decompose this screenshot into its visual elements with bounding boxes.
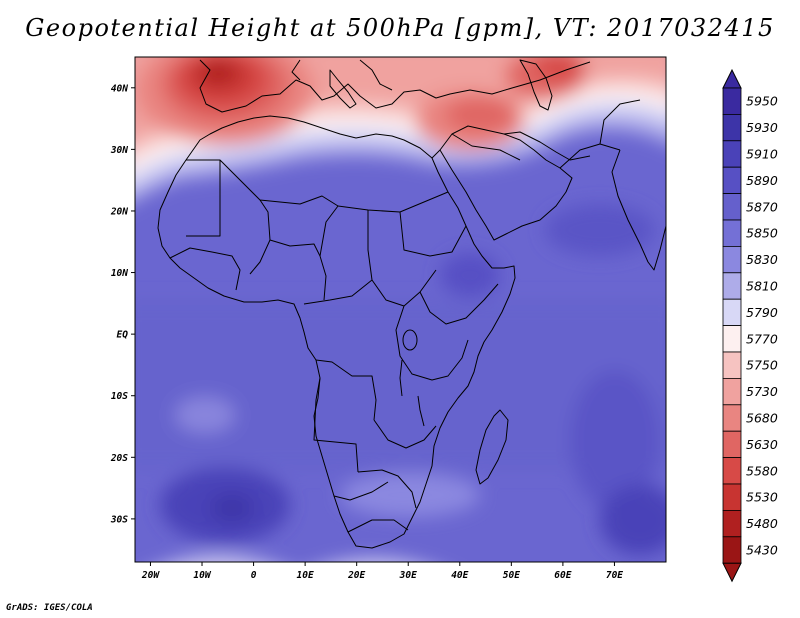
y-axis: 40N 30N 20N 10N EQ 10S 20S 30S xyxy=(110,83,135,525)
x-tick-label: 30E xyxy=(399,570,417,581)
colorbar-swatch xyxy=(722,351,742,379)
y-tick-label: 30S xyxy=(110,514,128,525)
x-tick-label: 20E xyxy=(347,570,365,581)
colorbar-swatch xyxy=(722,377,742,406)
colorbar-level-label: 5770 xyxy=(746,331,778,346)
y-tick-label: 30N xyxy=(110,145,128,156)
colorbar-swatch xyxy=(722,166,742,194)
field-light-patch-atlantic xyxy=(175,397,235,433)
x-axis: 20W 10W 0 10E 20E 30E 40E 50E 60E 70E xyxy=(141,562,623,581)
colorbar-swatch xyxy=(722,140,742,168)
colorbar-level-label: 5730 xyxy=(746,384,778,399)
colorbar-level-label: 5930 xyxy=(746,120,778,135)
grads-credit: GrADS: IGES/COLA xyxy=(6,603,93,613)
x-tick-label: 0 xyxy=(251,570,257,581)
colorbar-level-label: 5480 xyxy=(746,516,778,531)
colorbar-level-label: 5830 xyxy=(746,252,778,267)
colorbar-swatch xyxy=(722,509,742,538)
colorbar-level-label: 5850 xyxy=(746,226,778,241)
x-tick-label: 40E xyxy=(451,570,468,581)
y-tick-label: 20N xyxy=(110,206,128,217)
x-tick-label: 20W xyxy=(141,570,160,581)
colorbar-level-label: 5630 xyxy=(746,437,778,452)
colorbar-swatch xyxy=(722,298,742,327)
colorbar-swatch xyxy=(722,245,742,274)
italy-coastline xyxy=(329,69,357,109)
colorbar-level-label: 5530 xyxy=(746,490,778,505)
colorbar: 5950 5930 5910 5890 5870 5850 5830 5810 5790 5770… xyxy=(722,68,778,583)
height-field xyxy=(135,57,666,562)
europe-coastline xyxy=(199,59,591,113)
colorbar-level-label: 5680 xyxy=(746,411,778,426)
colorbar-swatch xyxy=(722,325,742,353)
boundaries xyxy=(157,59,666,549)
y-tick-label: EQ xyxy=(117,330,129,341)
map-frame xyxy=(134,56,667,563)
colorbar-level-label: 5910 xyxy=(746,147,778,162)
x-tick-label: 50E xyxy=(503,570,520,581)
colorbar-bottom-arrow xyxy=(722,562,742,583)
africa-coastline xyxy=(157,115,516,549)
colorbar-level-label: 5810 xyxy=(746,279,778,294)
arabia-coastline xyxy=(439,125,573,241)
chart-title: Geopotential Height at 500hPa [gpm], VT:… xyxy=(25,14,775,42)
colorbar-level-label: 5890 xyxy=(746,173,778,188)
colorbar-swatch xyxy=(722,193,742,221)
field-high-indian-ocean xyxy=(570,370,660,510)
madagascar-coastline xyxy=(475,409,509,485)
colorbar-swatch xyxy=(722,457,742,485)
colorbar-swatch xyxy=(722,430,742,459)
y-tick-label: 10S xyxy=(111,391,128,402)
colorbar-swatch xyxy=(722,272,742,300)
colorbar-swatch xyxy=(722,114,742,142)
y-tick-label: 40N xyxy=(111,83,128,94)
colorbar-level-label: 5950 xyxy=(746,94,778,109)
x-tick-label: 70E xyxy=(606,570,623,581)
colorbar-level-label: 5580 xyxy=(746,463,778,478)
colorbar-swatch xyxy=(722,404,742,432)
colorbar-swatch xyxy=(722,87,742,115)
y-tick-label: 20S xyxy=(110,453,128,464)
colorbar-level-label: 5750 xyxy=(746,358,778,373)
field-high-ethiopia xyxy=(440,253,500,297)
colorbar-swatch xyxy=(722,483,742,511)
india-coastline xyxy=(611,149,666,271)
colorbar-level-label: 5430 xyxy=(746,543,778,558)
colorbar-top-arrow xyxy=(722,68,742,89)
colorbar-swatch xyxy=(722,536,742,564)
colorbar-level-label: 5790 xyxy=(746,305,778,320)
x-tick-label: 10E xyxy=(297,570,314,581)
y-tick-label: 10N xyxy=(111,268,128,279)
colorbar-level-label: 5870 xyxy=(746,199,778,214)
x-tick-label: 60E xyxy=(554,570,571,581)
caspian-coastline xyxy=(519,59,553,111)
colorbar-swatch xyxy=(722,219,742,247)
x-tick-label: 10W xyxy=(193,570,211,581)
